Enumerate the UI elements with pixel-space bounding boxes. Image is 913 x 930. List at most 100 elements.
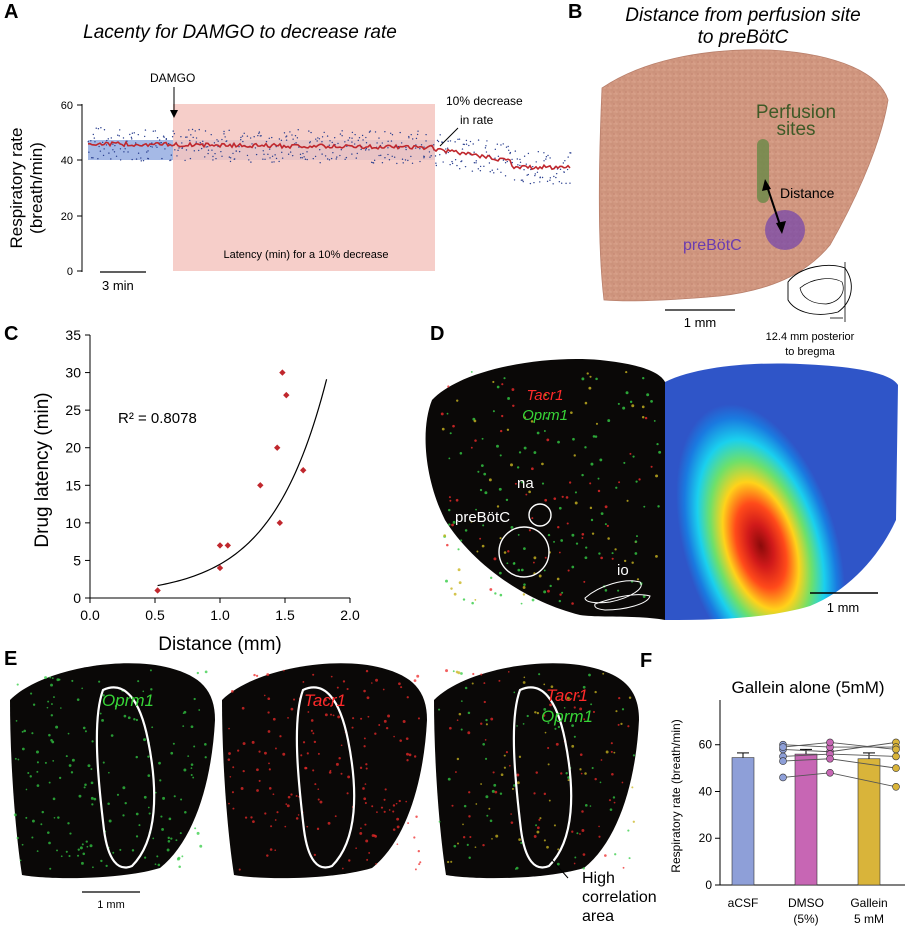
panel-e-cell — [454, 771, 457, 773]
panel-e-cell — [542, 714, 546, 717]
panel-a-dot — [204, 130, 207, 132]
panel-a-dot — [539, 176, 541, 178]
panel-a-dot — [393, 156, 396, 158]
panel-e-cell — [446, 860, 450, 864]
panel-a-dot — [497, 155, 500, 158]
panel-a-dot — [92, 133, 95, 136]
panel-a-dot — [559, 168, 562, 171]
panel-a-dot — [246, 135, 249, 137]
panel-e-cell — [474, 846, 477, 849]
panel-e-cell — [157, 863, 161, 867]
panel-e-cell — [196, 671, 200, 675]
panel-c-point — [300, 467, 307, 474]
panel-a-dot — [258, 131, 261, 133]
panel-a-dot — [372, 161, 374, 164]
panel-e-cell — [86, 845, 89, 848]
panel-a-dot — [529, 182, 532, 185]
panel-e-outline-tacr1 — [295, 686, 356, 869]
panel-d-cell — [653, 419, 656, 422]
panel-e-cell — [35, 750, 39, 754]
panel-a-dot — [389, 132, 392, 134]
panel-e-cell — [472, 672, 475, 676]
panel-c-xtick-label: 1.0 — [210, 607, 230, 623]
panel-a-dot — [523, 155, 526, 157]
panel-a: A Lacenty for DAMGO to decrease rate Res… — [4, 1, 572, 293]
panel-d-cell — [488, 478, 492, 482]
panel-d-cell — [595, 422, 599, 425]
panel-a-dot — [494, 157, 496, 159]
panel-a-dot — [541, 176, 544, 179]
panel-a-dot — [193, 150, 196, 152]
panel-d-cell — [489, 576, 493, 580]
panel-e-cell — [553, 824, 556, 827]
panel-a-damgo-label: DAMGO — [150, 71, 195, 85]
panel-e-cell — [84, 783, 87, 787]
panel-e-cell — [252, 820, 255, 824]
panel-a-dot — [101, 141, 104, 144]
panel-a-dot — [534, 174, 536, 177]
panel-d-cell — [448, 523, 451, 526]
panel-d-cell — [459, 452, 463, 455]
panel-a-dot — [347, 139, 349, 141]
panel-e-cell — [398, 682, 401, 686]
panel-a-dot — [339, 133, 342, 135]
panel-e-cell — [151, 726, 154, 729]
panel-e-cell — [60, 855, 63, 858]
panel-d-cell — [589, 375, 592, 378]
panel-e-cell — [495, 834, 499, 838]
panel-a-dot — [461, 160, 463, 162]
panel-e-cell — [264, 751, 267, 755]
panel-a-dot — [108, 152, 110, 154]
panel-a-dot — [534, 173, 536, 175]
panel-a-dot — [321, 153, 323, 155]
panel-e-cell — [594, 690, 597, 694]
panel-e-cell — [520, 841, 523, 845]
panel-e-cell — [25, 816, 28, 819]
panel-d-cell — [445, 579, 448, 583]
panel-a-dot — [380, 154, 382, 157]
panel-e-cell — [143, 795, 147, 799]
panel-e-tacr1-label: Tacr1 — [304, 691, 346, 710]
panel-b-title-line2: to preBötC — [698, 27, 789, 48]
panel-d-cell — [584, 401, 588, 405]
panel-a-dot — [178, 147, 180, 149]
panel-a-dot — [484, 147, 487, 149]
panel-e-cell — [610, 742, 613, 745]
panel-a-dot — [562, 162, 565, 164]
panel-d-cell — [498, 571, 502, 575]
panel-e-cell — [190, 767, 193, 769]
panel-d-cell — [499, 537, 502, 540]
panel-d-cell — [626, 499, 629, 502]
panel-d-cell — [636, 578, 640, 581]
panel-e-cell — [230, 690, 234, 693]
panel-e-cell — [44, 761, 47, 764]
panel-e-cell — [460, 672, 463, 675]
panel-a-dot — [189, 139, 191, 142]
panel-a-dot — [449, 140, 452, 142]
panel-e-cell — [352, 717, 355, 720]
panel-a-dot — [373, 159, 376, 162]
panel-d-cell — [635, 480, 638, 483]
panel-d-cell — [655, 474, 659, 478]
panel-e-high-line3: area — [582, 908, 614, 925]
panel-e-cell — [363, 745, 366, 748]
panel-a-dot — [289, 131, 291, 133]
panel-e-cell — [49, 867, 52, 870]
panel-a-dot — [113, 151, 116, 153]
panel-e-cell — [100, 859, 103, 863]
panel-e-cell — [526, 714, 529, 718]
panel-d-cell — [599, 458, 603, 462]
panel-c-ytick-label: 15 — [65, 477, 81, 493]
panel-a-dot — [522, 180, 524, 183]
panel-e-cell — [319, 800, 323, 804]
panel-e-cell — [460, 700, 463, 702]
panel-e-cell — [396, 843, 399, 845]
panel-e-cell — [144, 856, 147, 859]
panel-e-cell — [36, 784, 40, 787]
panel-e-cell — [135, 812, 139, 816]
panel-e-cell — [27, 771, 30, 775]
panel-b-title-line1: Distance from perfusion site — [625, 5, 861, 26]
panel-e-cell — [317, 798, 320, 801]
panel-a-dot — [158, 139, 161, 141]
panel-e-cell — [566, 696, 570, 700]
